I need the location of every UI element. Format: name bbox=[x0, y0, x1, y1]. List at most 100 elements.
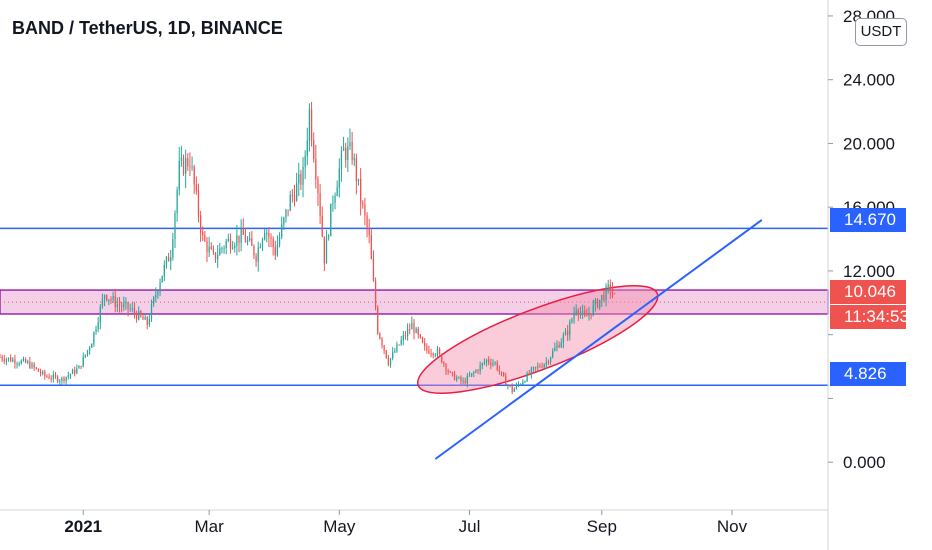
candle-body bbox=[163, 264, 165, 276]
candle-body bbox=[225, 241, 227, 248]
horizontal-lines bbox=[0, 227, 828, 387]
candle-body bbox=[468, 375, 471, 377]
trendline[interactable] bbox=[434, 219, 763, 460]
x-tick-label: 2021 bbox=[64, 517, 102, 536]
candle-body bbox=[430, 353, 432, 355]
candle-body bbox=[56, 376, 59, 382]
candle-body bbox=[515, 384, 518, 389]
candle-body bbox=[325, 237, 328, 264]
candle-body bbox=[509, 385, 511, 387]
candle-body bbox=[421, 337, 424, 343]
candle-body bbox=[12, 359, 14, 362]
candle-body bbox=[532, 366, 535, 369]
candle-body bbox=[428, 349, 430, 354]
candle-body bbox=[0, 357, 1, 358]
candle-body bbox=[588, 313, 590, 316]
candle-body bbox=[82, 356, 84, 367]
candle-body bbox=[67, 375, 69, 377]
candle-body bbox=[560, 342, 562, 348]
x-tick-label: Nov bbox=[717, 517, 748, 536]
candle-body bbox=[522, 381, 524, 385]
candle-body bbox=[481, 363, 483, 366]
candle-body bbox=[417, 328, 419, 335]
candle-body bbox=[545, 361, 547, 365]
candle-body bbox=[281, 224, 283, 237]
candle-body bbox=[259, 247, 261, 249]
candle-body bbox=[242, 228, 244, 235]
candle-body bbox=[349, 142, 351, 147]
candle-body bbox=[524, 381, 526, 383]
candle-body bbox=[10, 357, 12, 362]
candle-body bbox=[507, 385, 509, 387]
candle-body bbox=[195, 184, 197, 191]
candle-body bbox=[434, 354, 436, 356]
candle-body bbox=[590, 313, 592, 316]
candle-body bbox=[310, 109, 313, 141]
candle-body bbox=[342, 147, 345, 151]
candle-body bbox=[302, 166, 304, 185]
resistance-price-tag: 14.670 bbox=[830, 208, 906, 232]
candle-body bbox=[238, 235, 240, 243]
candle-body bbox=[562, 335, 565, 343]
candle-body bbox=[402, 335, 404, 340]
candle-body bbox=[266, 232, 268, 234]
candle-body bbox=[199, 215, 202, 233]
candle-body bbox=[293, 195, 296, 201]
candle-body bbox=[581, 310, 584, 313]
candle-body bbox=[528, 373, 530, 375]
candle-body bbox=[116, 304, 119, 307]
candle-body bbox=[210, 246, 212, 249]
candle-body bbox=[97, 322, 99, 329]
candle-body bbox=[204, 235, 206, 242]
candle-body bbox=[138, 311, 140, 320]
candle-body bbox=[231, 247, 234, 249]
candle-body bbox=[193, 166, 195, 185]
chart-title: BAND / TetherUS, 1D, BINANCE bbox=[12, 18, 283, 38]
candle-body bbox=[436, 349, 439, 355]
candle-body bbox=[165, 256, 168, 265]
candle-body bbox=[500, 371, 503, 373]
x-axis[interactable]: 2021 Mar May Jul Sep Nov bbox=[0, 509, 828, 536]
candle-body bbox=[33, 363, 35, 368]
candle-body bbox=[182, 157, 185, 174]
candle-body bbox=[249, 238, 251, 241]
candle-body bbox=[564, 330, 567, 336]
candle-body bbox=[272, 238, 274, 248]
candle-body bbox=[155, 294, 157, 298]
candle-body bbox=[396, 344, 398, 352]
candle-body bbox=[313, 140, 315, 160]
candle-body bbox=[84, 354, 87, 357]
candle-body bbox=[146, 317, 148, 325]
currency-button[interactable]: USDT bbox=[855, 18, 907, 46]
candle-body bbox=[490, 362, 492, 365]
candle-body bbox=[498, 369, 501, 372]
candle-body bbox=[285, 209, 287, 218]
candle-body bbox=[112, 295, 114, 300]
candle-body bbox=[44, 371, 46, 377]
candle-body bbox=[135, 313, 138, 320]
candle-body bbox=[351, 142, 353, 161]
candle-body bbox=[453, 372, 456, 380]
candle-body bbox=[63, 377, 65, 382]
candle-body bbox=[37, 368, 40, 372]
candle-body bbox=[178, 160, 180, 190]
candle-body bbox=[227, 238, 229, 242]
candle-body bbox=[278, 236, 281, 245]
candle-body bbox=[129, 308, 131, 310]
candle-body bbox=[219, 248, 221, 256]
candle-body bbox=[374, 280, 377, 308]
candle-body bbox=[223, 247, 225, 249]
candle-body bbox=[170, 257, 172, 262]
candle-body bbox=[172, 238, 174, 258]
candle-body bbox=[167, 256, 170, 262]
candle-body bbox=[387, 357, 390, 365]
candle-body bbox=[295, 183, 298, 201]
candle-body bbox=[91, 344, 93, 348]
candle-body bbox=[131, 308, 133, 310]
candle-body bbox=[197, 190, 200, 216]
candle-body bbox=[257, 247, 259, 262]
candle-body bbox=[411, 323, 413, 330]
candle-body bbox=[477, 370, 479, 372]
